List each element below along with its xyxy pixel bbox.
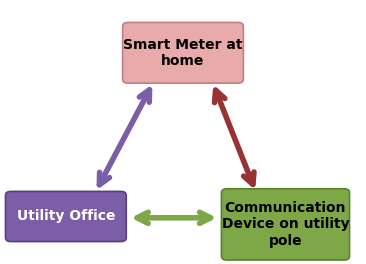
FancyBboxPatch shape	[5, 191, 126, 242]
Text: Utility Office: Utility Office	[16, 209, 115, 224]
FancyBboxPatch shape	[221, 189, 350, 260]
FancyBboxPatch shape	[123, 22, 243, 83]
Text: Communication
Device on utility
pole: Communication Device on utility pole	[222, 201, 349, 248]
Text: Smart Meter at
home: Smart Meter at home	[123, 38, 243, 68]
